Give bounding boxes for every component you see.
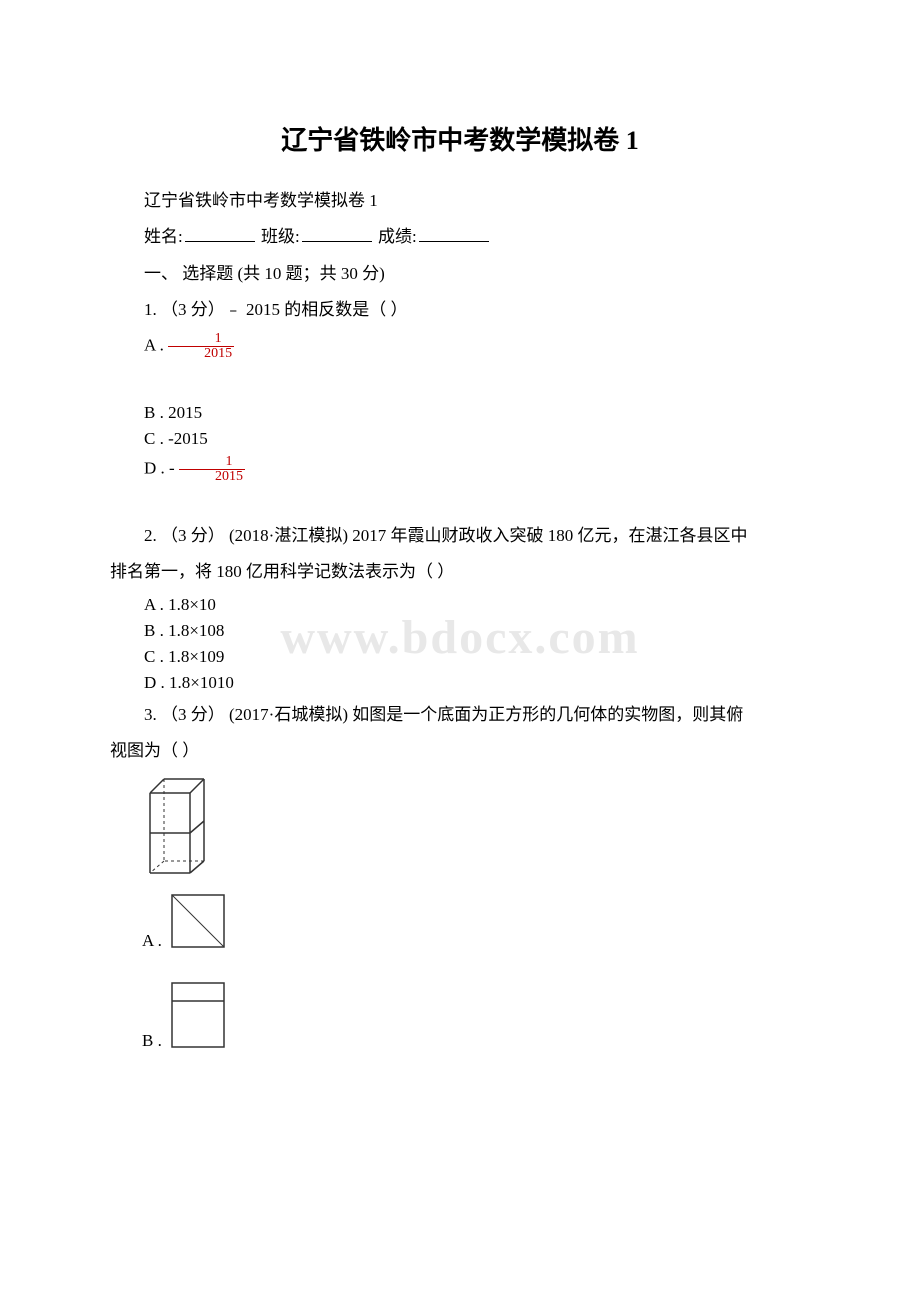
- form-row: 姓名: 班级: 成绩:: [110, 221, 810, 253]
- q3-stem-line1: 3. （3 分） (2017·石城模拟) 如图是一个底面为正方形的几何体的实物图…: [110, 699, 810, 731]
- q3-option-a: A .: [142, 891, 810, 951]
- q1-option-a: A . 12015: [110, 332, 810, 361]
- class-label: 班级:: [261, 227, 300, 246]
- q2-option-c: C . 1.8×109: [110, 647, 810, 667]
- q3-optB-label: B .: [142, 1031, 162, 1051]
- q1-optA-prefix: A .: [144, 336, 168, 355]
- q3-solid-figure: [142, 773, 810, 883]
- q2-option-a: A . 1.8×10: [110, 595, 810, 615]
- q2-stem-line2: 排名第一，将 180 亿用科学记数法表示为（ ）: [110, 556, 810, 588]
- fraction-num: 1: [168, 332, 234, 347]
- page-content: 辽宁省铁岭市中考数学模拟卷 1 辽宁省铁岭市中考数学模拟卷 1 姓名: 班级: …: [110, 120, 810, 1051]
- fraction-icon: 12015: [179, 455, 245, 484]
- q1-optD-prefix: D . -: [144, 459, 179, 478]
- q3-stem-line2: 视图为（ ）: [110, 735, 810, 767]
- q2-stem-line1: 2. （3 分） (2018·湛江模拟) 2017 年霞山财政收入突破 180 …: [110, 520, 810, 552]
- fraction-den: 2015: [179, 470, 245, 484]
- q1-option-c: C . -2015: [110, 429, 810, 449]
- fraction-den: 2015: [168, 347, 234, 361]
- section-heading: 一、 选择题 (共 10 题；共 30 分): [110, 258, 810, 290]
- q1-stem: 1. （3 分）﹣ 2015 的相反数是（ ）: [110, 294, 810, 326]
- fraction-num: 1: [179, 455, 245, 470]
- class-blank: [302, 225, 372, 242]
- name-label: 姓名:: [144, 227, 183, 246]
- page-title: 辽宁省铁岭市中考数学模拟卷 1: [110, 120, 810, 157]
- name-blank: [185, 225, 255, 242]
- fraction-icon: 12015: [168, 332, 234, 361]
- q2-option-d: D . 1.8×1010: [110, 673, 810, 693]
- split-rect-icon: [168, 979, 228, 1051]
- q3-optA-label: A .: [142, 931, 162, 951]
- q1-option-b: B . 2015: [110, 403, 810, 423]
- subtitle: 辽宁省铁岭市中考数学模拟卷 1: [110, 185, 810, 217]
- prism-icon: [142, 773, 214, 883]
- q2-option-b: B . 1.8×108: [110, 621, 810, 641]
- q1-option-d: D . - 12015: [110, 455, 810, 484]
- square-diagonal-icon: [168, 891, 228, 951]
- score-label: 成绩:: [378, 227, 417, 246]
- score-blank: [419, 225, 489, 242]
- q3-option-b: B .: [142, 979, 810, 1051]
